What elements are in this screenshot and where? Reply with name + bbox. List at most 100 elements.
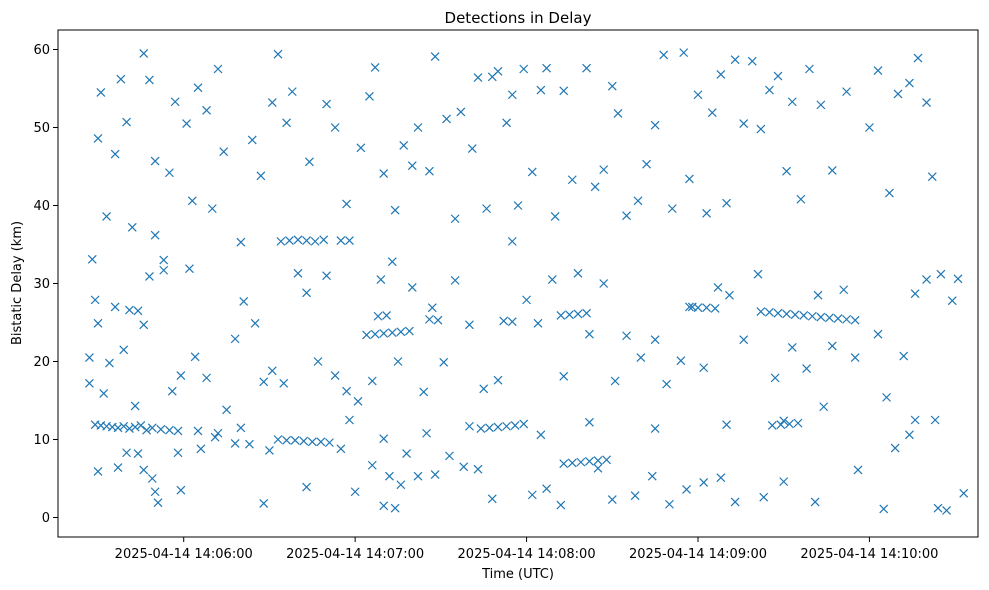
data-point <box>342 386 351 396</box>
data-point <box>590 182 600 192</box>
data-point <box>853 465 863 475</box>
x-tick-label: 2025-04-14 14:07:00 <box>286 547 424 562</box>
data-point <box>85 353 94 363</box>
data-point <box>230 438 240 448</box>
data-point <box>599 165 609 175</box>
data-point <box>882 392 891 402</box>
data-point <box>585 456 594 466</box>
data-point <box>513 201 523 210</box>
data-point <box>782 166 791 176</box>
data-point <box>433 315 443 325</box>
data-point <box>125 424 134 434</box>
y-tick-label: 10 <box>33 433 50 448</box>
data-point <box>756 124 766 134</box>
data-point <box>550 211 560 221</box>
data-point <box>396 480 406 490</box>
data-point <box>642 159 651 169</box>
data-point <box>387 328 397 338</box>
data-point <box>473 464 483 474</box>
data-point <box>325 438 334 448</box>
data-point <box>650 120 660 130</box>
data-point <box>502 118 511 128</box>
data-point <box>230 334 240 344</box>
data-point <box>790 310 800 320</box>
data-point <box>376 275 386 285</box>
data-point <box>805 64 814 74</box>
data-point <box>650 424 660 434</box>
data-point <box>322 99 331 109</box>
data-point <box>190 352 200 362</box>
data-point <box>865 123 874 132</box>
data-point <box>527 167 537 177</box>
data-point <box>393 357 403 366</box>
data-point <box>476 424 486 434</box>
x-axis-label: Time (UTC) <box>481 567 554 582</box>
data-point <box>87 254 97 264</box>
data-point <box>305 157 314 167</box>
data-point <box>139 320 149 330</box>
data-point <box>122 117 131 127</box>
data-point <box>267 98 277 107</box>
data-point <box>542 63 551 73</box>
data-point <box>647 471 657 481</box>
data-point <box>682 484 691 494</box>
data-point <box>485 423 494 433</box>
data-point <box>693 90 703 100</box>
data-point <box>493 66 503 76</box>
data-point <box>353 396 363 406</box>
data-point <box>756 307 766 317</box>
data-point <box>147 423 157 433</box>
data-point <box>293 235 303 245</box>
data-point <box>699 363 709 373</box>
data-point <box>519 419 529 429</box>
data-point <box>716 70 726 79</box>
data-point <box>607 495 617 504</box>
data-point <box>556 311 566 320</box>
data-point <box>390 205 400 215</box>
data-point <box>487 494 497 504</box>
data-point <box>893 89 903 99</box>
data-point <box>507 236 517 246</box>
data-point <box>336 444 346 454</box>
plot-area <box>85 48 969 515</box>
data-point <box>813 290 823 300</box>
y-axis-label: Bistatic Delay (km) <box>10 221 25 345</box>
data-point <box>202 373 211 383</box>
data-point <box>85 378 94 388</box>
data-point <box>842 87 851 97</box>
data-point <box>313 357 323 366</box>
data-point <box>330 123 340 132</box>
data-point <box>679 48 689 58</box>
data-point <box>127 222 137 232</box>
data-point <box>479 384 489 394</box>
data-point <box>310 236 320 246</box>
data-point <box>493 375 503 385</box>
data-point <box>405 326 414 336</box>
data-point <box>707 108 717 118</box>
data-point <box>122 448 131 458</box>
data-point <box>650 335 660 345</box>
data-point <box>379 169 389 178</box>
y-tick-label: 50 <box>33 121 50 136</box>
axes-frame <box>57 29 979 538</box>
data-point <box>559 459 569 469</box>
data-point <box>430 470 440 480</box>
data-point <box>450 214 460 224</box>
data-point <box>899 351 909 361</box>
data-point <box>113 463 123 473</box>
data-point <box>176 485 186 495</box>
data-point <box>933 503 943 513</box>
data-point <box>827 341 837 351</box>
data-point <box>276 236 286 246</box>
data-point <box>499 316 509 326</box>
data-point <box>810 497 820 507</box>
data-point <box>773 308 783 318</box>
data-point <box>413 123 423 132</box>
data-point <box>193 426 203 436</box>
data-point <box>407 161 417 171</box>
data-point <box>582 308 591 318</box>
data-point <box>710 304 720 313</box>
data-point <box>922 98 931 107</box>
data-point <box>510 421 520 430</box>
